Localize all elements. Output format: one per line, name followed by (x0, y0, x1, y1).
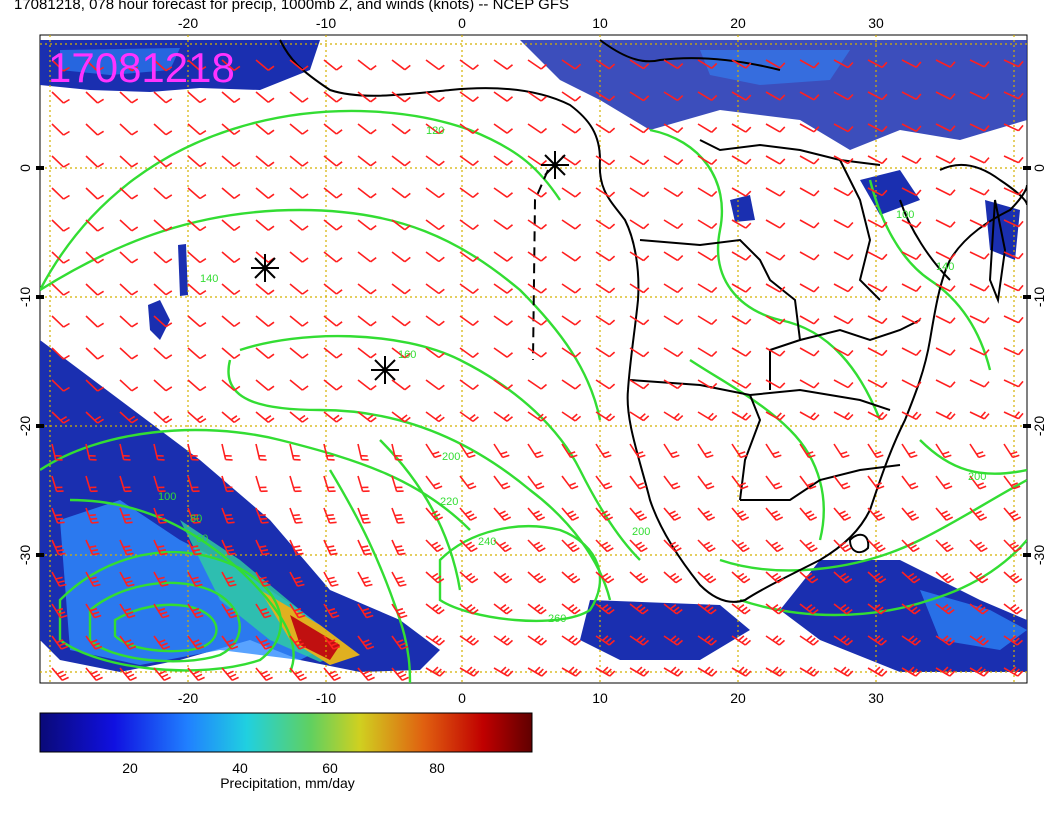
contour-label: 100 (158, 491, 176, 503)
contour-label: 200 (442, 451, 460, 463)
star-marker-icon (371, 356, 399, 384)
lon-tick-label: -10 (316, 690, 336, 706)
contour-label: 80 (190, 513, 202, 525)
lon-tick-label: 20 (730, 690, 746, 706)
lat-tick-labels-right: 0 -10 -20 -30 (1031, 164, 1047, 565)
contour-label: 120 (426, 125, 444, 137)
date-stamp: 17081218 (48, 44, 235, 91)
lat-tick-label: -10 (17, 287, 33, 307)
lat-tick-labels-left: 0 -10 -20 -30 (17, 164, 33, 565)
colorbar-ticks: 20 40 60 80 (122, 760, 445, 776)
contour-label: 160 (398, 349, 416, 361)
contour-label: 220 (440, 496, 458, 508)
lat-tick-label: -30 (17, 545, 33, 565)
lat-tick-label: -20 (17, 416, 33, 436)
contour-label: 260 (548, 613, 566, 625)
colorbar-tick: 20 (122, 760, 138, 776)
lon-tick-label: -10 (316, 15, 336, 31)
lat-tick-label: -10 (1031, 287, 1047, 307)
colorbar-tick: 40 (232, 760, 248, 776)
contour-label: 60 (196, 533, 208, 545)
lon-tick-label: 0 (458, 15, 466, 31)
lat-tick-label: -30 (1031, 545, 1047, 565)
colorbar-tick: 60 (322, 760, 338, 776)
lon-tick-label: 30 (868, 15, 884, 31)
lat-tick-label: -20 (1031, 416, 1047, 436)
lon-tick-label: 0 (458, 690, 466, 706)
contour-label: 100 (896, 209, 914, 221)
lon-tick-label: 20 (730, 15, 746, 31)
contour-label: 200 (968, 471, 986, 483)
colorbar-tick: 80 (429, 760, 445, 776)
star-marker-icon (541, 151, 569, 179)
colorbar (40, 713, 532, 752)
contour-label: 200 (632, 526, 650, 538)
lon-tick-label: 10 (592, 690, 608, 706)
lat-tick-label: 0 (17, 164, 33, 172)
contour-label: 140 (200, 273, 218, 285)
lon-tick-label: 10 (592, 15, 608, 31)
lon-tick-label: -20 (178, 690, 198, 706)
contour-label: 240 (478, 536, 496, 548)
star-marker-icon (251, 254, 279, 282)
colorbar-label: Precipitation, mm/day (0, 775, 575, 791)
lon-tick-labels-top: -20 -10 0 10 20 30 (178, 15, 884, 31)
lon-tick-labels-bottom: -20 -10 0 10 20 30 (178, 690, 884, 706)
lon-tick-label: 30 (868, 690, 884, 706)
lon-tick-label: -20 (178, 15, 198, 31)
contour-label: 140 (936, 261, 954, 273)
lat-tick-label: 0 (1031, 164, 1047, 172)
